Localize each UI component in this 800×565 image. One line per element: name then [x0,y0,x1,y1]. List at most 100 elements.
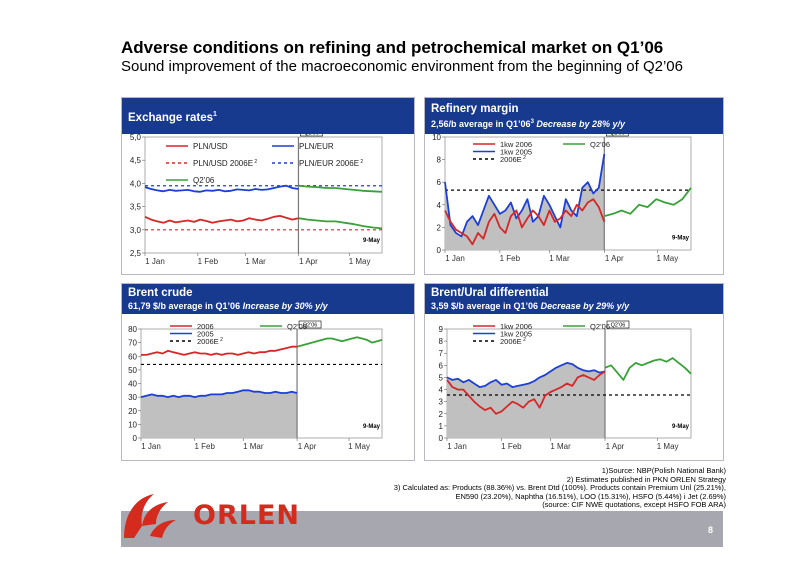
logo-text: ORLEN [193,500,300,531]
y-tick-label: 1 [439,422,444,431]
x-tick-label: 1 Jan [447,442,467,451]
series-line [444,198,606,246]
q2-marker-label: Q2’06 [610,134,625,137]
y-tick-label: 3,5 [130,203,142,212]
y-tick-label: 2 [437,223,442,232]
panel-header: Exchange rates1 [122,98,414,134]
x-tick-label: 1 May [349,257,371,266]
legend-label: 1kw 2005 [500,148,532,157]
panel-header: Brent/Ural differential 3,59 $/b average… [425,284,723,314]
x-tick-label: 1 Feb [501,442,522,451]
legend-label: Q2’06 [590,322,610,331]
brent-crude-panel: Brent crude 61,79 $/b average in Q1’06 I… [121,283,415,461]
footnotes: 1)Source: NBP(Polish National Bank) 2) E… [393,466,726,510]
exchange-rates-chart: 2,5 3,0 3,5 4,0 4,5 5,0 1 Jan 1 Feb 1 Mar 1 Apr 1 … [130,134,383,266]
eagle-logo-icon [124,494,176,538]
refinery-margin-chart: 0 2 4 6 8 10 1 Jan 1 Feb 1 Mar 1 Apr 1 May Q2’06 9-M… [432,134,692,263]
y-tick-label: 4,0 [130,179,142,188]
legend-label: 2006 [197,322,214,331]
series-line [446,362,606,388]
x-tick-label: 1 Apr [606,442,625,451]
legend-label: 1kw 2005 [500,330,532,339]
q2-marker-label: Q2’06 [303,323,318,329]
footnote: 3) Calculated as: Products (88.36%) vs. … [393,483,726,493]
y-tick-label: 2 [439,410,444,419]
series-line [444,153,606,238]
y-tick-label: 7 [439,349,444,358]
series-line [144,184,299,193]
series-line [144,215,299,224]
footnote: (source: CIF NWE quotations, except HSFO… [542,500,726,510]
x-tick-label: 1 May [348,442,370,451]
x-tick-label: 1 May [657,442,679,451]
page-number: 8 [707,525,713,535]
q2-marker-box [298,320,322,329]
legend-label: PLN/USD 2006E 2 [193,159,257,168]
x-tick-label: 1 Jan [145,257,165,266]
title-footnote-mark: 1 [213,111,217,118]
legend-footnote-mark: 2 [359,159,363,165]
series-line [296,336,383,348]
end-date-label: 9-May [363,238,381,244]
legend-footnote-mark: 2 [522,337,526,343]
y-tick-label: 30 [128,393,137,402]
panel-subtitle-change: Increase by 30% y/y [240,301,328,311]
series-area [447,362,605,438]
y-tick-label: 60 [128,352,137,361]
y-tick-label: 8 [437,156,442,165]
end-date-label: 9-May [672,235,690,241]
panel-subtitle: 61,79 $/b average in Q1’06 [128,301,241,311]
series-line [604,357,692,381]
panel-header: Refinery margin 2,56/b average in Q1’063… [425,98,723,134]
legend-footnote-mark: 2 [253,159,257,165]
panel-header: Brent crude 61,79 $/b average in Q1’06 I… [122,284,414,314]
brent-ural-panel: Brent/Ural differential 3,59 $/b average… [424,283,724,461]
legend-label: PLN/EUR 2006E 2 [299,159,363,168]
series-line [141,345,297,356]
footnote: EN590 (23.20%), Naphtha (16.51%), LOO (1… [455,491,726,501]
x-tick-label: 1 May [656,254,678,263]
y-tick-label: 20 [128,407,137,416]
end-date-label: 9-May [363,424,381,430]
y-tick-label: 0 [439,434,444,443]
x-tick-label: 1 Apr [605,254,624,263]
brent-crude-chart: 0 10 20 30 40 50 60 70 80 1 Jan 1 Feb 1 Mar 1 Apr 1 M… [128,320,383,451]
panel-subtitle-change: Decrease by 29% y/y [538,301,630,311]
y-tick-label: 9 [439,325,444,334]
y-tick-label: 8 [439,337,444,346]
q2-marker-label: Q2’06 [304,134,319,137]
series-line [604,187,692,217]
plot-area [144,136,383,254]
legend-label: Q2’06 [193,176,215,185]
panel-title: Exchange rates [128,111,214,124]
legend-label: Q2’06 [287,322,307,331]
x-tick-label: 1 Mar [243,442,264,451]
x-tick-label: 1 Apr [298,442,317,451]
series-area [445,154,605,250]
legend-label: 2006E 2 [500,155,526,164]
series-line [298,217,383,230]
legend-label: PLN/USD [193,142,228,151]
series-area [141,390,298,438]
y-tick-label: 5,0 [130,134,142,142]
panel-title: Brent crude [128,287,193,299]
y-tick-label: 4 [437,201,442,210]
y-tick-label: 6 [439,361,444,370]
y-tick-label: 10 [128,420,137,429]
footer-bar: 8 [121,511,723,547]
y-tick-label: 40 [128,380,137,389]
q2-marker-label: Q2’06 [611,323,626,329]
series-line [140,389,298,398]
y-tick-label: 4 [439,386,444,395]
y-tick-label: 3,0 [130,226,142,235]
y-tick-label: 5 [439,373,444,382]
legend-label: PLN/EUR [299,142,334,151]
legend-label: 2006E 2 [500,337,526,346]
y-tick-label: 50 [128,366,137,375]
legend-label: Q2’06 [590,140,610,149]
y-tick-label: 2,5 [130,249,142,258]
orlen-logo: ORLEN [110,486,300,548]
x-tick-label: 1 Mar [549,254,570,263]
series-line [446,370,606,415]
y-tick-label: 10 [432,134,441,142]
